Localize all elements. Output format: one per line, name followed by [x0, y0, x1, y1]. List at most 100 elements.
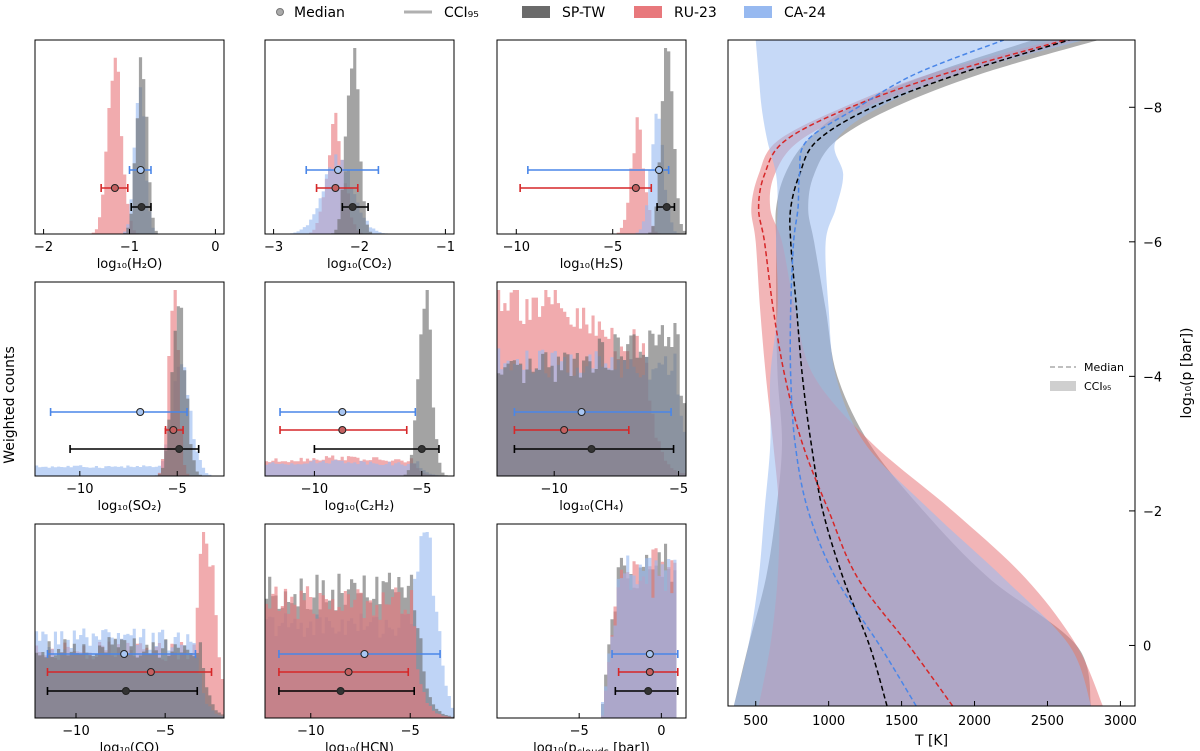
hist-sp [497, 323, 686, 476]
hist-sp [123, 57, 161, 234]
x-tick-label: −2 [350, 240, 369, 255]
label-sub: clouds [577, 747, 609, 751]
hist-ca [601, 555, 677, 718]
pt-x-tick-label: 2000 [958, 714, 991, 729]
median-sp [121, 687, 130, 695]
hist-ru [613, 117, 661, 234]
x-tick-label: 0 [211, 240, 219, 255]
median-ru [331, 184, 340, 192]
panel-hcn: −10 −5 log₁₀(HCN) [264, 523, 455, 751]
median-sp [348, 203, 357, 211]
panel-so2: −10 −5 log₁₀(SO₂) [34, 281, 225, 514]
legend-label-ru: RU-23 [674, 5, 717, 21]
pt-legend-median-label: Median [1084, 361, 1124, 374]
median-line-sp [789, 40, 1070, 706]
x-tick-label: −5 [412, 482, 431, 497]
x-tick-label: −5 [603, 240, 622, 255]
x-axis-label: log₁₀(H₂O) [97, 257, 163, 272]
hist-sp [400, 290, 448, 476]
hist-sp [35, 637, 224, 718]
x-tick-label: −5 [156, 724, 175, 739]
x-tick-label: −10 [540, 482, 567, 497]
median-ru [169, 426, 178, 434]
x-tick-label: −1 [436, 240, 455, 255]
axes-frame [496, 39, 687, 235]
x-tick-label: −5 [401, 724, 420, 739]
median-ca [136, 408, 145, 416]
axes-frame [34, 281, 225, 477]
axes-frame [34, 523, 225, 719]
median-sp [417, 445, 426, 453]
axes-frame [496, 523, 687, 719]
legend-median-marker [276, 8, 284, 16]
pt-profile-panel: 500 1000 1500 2000 2500 3000 0 −2 −4 −6 −8 T [K] log… [727, 39, 1195, 749]
median-ru [631, 184, 640, 192]
median-ru [146, 668, 155, 676]
x-tick-label: −10 [62, 724, 89, 739]
median-sp [175, 445, 184, 453]
x-tick-label: −10 [297, 724, 324, 739]
x-tick-label: −5 [570, 724, 589, 739]
panel-pcl: −5 0 log₁₀(pclouds [bar]) [496, 523, 687, 751]
x-axis-label: log₁₀(CH₄) [559, 499, 623, 514]
median-sp [662, 203, 671, 211]
x-axis-label: log₁₀(H₂S) [560, 257, 624, 272]
x-axis-label: log₁₀(pclouds [bar]) [533, 741, 650, 751]
x-axis-label: log₁₀(SO₂) [97, 499, 161, 514]
legend-swatch-ca [744, 6, 772, 18]
legend-label-cci: CCI₉₅ [444, 5, 479, 21]
median-ca [338, 408, 347, 416]
x-tick-label: −10 [301, 482, 328, 497]
x-tick-label: −10 [503, 240, 530, 255]
legend-label-sp: SP-TW [562, 5, 605, 21]
x-axis-label: log₁₀(C₂H₂) [325, 499, 395, 514]
median-ru [344, 668, 353, 676]
hist-ca [265, 459, 445, 476]
median-ca [120, 650, 129, 658]
pt-x-tick-label: 3000 [1104, 714, 1137, 729]
legend-label-median: Median [294, 5, 345, 21]
median-ca [645, 650, 654, 658]
median-ca [655, 166, 663, 174]
pt-x-tick-label: 2500 [1031, 714, 1064, 729]
median-ca [360, 650, 369, 658]
median-ca [136, 166, 145, 174]
pt-y-axis-label: log₁₀(p [bar]) [1179, 328, 1195, 419]
legend-label-ca: CA-24 [784, 5, 826, 21]
panel-h2o: −2 −1 0 log₁₀(H₂O) [34, 39, 225, 272]
median-ru [110, 184, 119, 192]
panel-ch4: −10 −5 log₁₀(CH₄) [496, 281, 688, 514]
axes-frame [264, 281, 455, 477]
hist-sp [331, 48, 376, 234]
axes-frame [264, 523, 455, 719]
shared-y-label: Weighted counts [2, 346, 18, 464]
pt-y-tick-label: −8 [1143, 101, 1162, 116]
label-part: [bar]) [609, 741, 650, 751]
pt-axes-frame [727, 39, 1136, 707]
pt-y-tick-label: 0 [1143, 639, 1151, 654]
x-tick-label: 0 [657, 724, 665, 739]
legend: Median CCI₉₅ SP-TW RU-23 CA-24 [276, 5, 826, 21]
pt-x-tick-label: 1000 [812, 714, 845, 729]
pt-y-tick-label: −4 [1143, 370, 1162, 385]
x-tick-label: −10 [66, 482, 93, 497]
legend-swatch-ru [634, 6, 662, 18]
panel-h2s: −10 −5 log₁₀(H₂S) [496, 39, 687, 272]
x-axis-label: log₁₀(CO) [100, 741, 160, 751]
median-sp [137, 203, 146, 211]
axes-frame [496, 281, 687, 477]
x-tick-label: −5 [168, 482, 187, 497]
x-tick-label: −3 [264, 240, 283, 255]
x-axis-label: log₁₀(CO₂) [327, 257, 392, 272]
panel-co2: −3 −2 −1 log₁₀(CO₂) [264, 39, 455, 272]
hist-sp [648, 48, 686, 234]
hist-ru [91, 57, 139, 234]
cci-band-ca [733, 40, 1092, 706]
x-tick-label: −5 [669, 482, 688, 497]
pt-x-axis-label: T [K] [914, 733, 948, 749]
median-sp [336, 687, 345, 695]
median-ca [577, 408, 586, 416]
median-line-ca [789, 40, 1004, 706]
pt-legend-cci-swatch [1050, 381, 1076, 391]
